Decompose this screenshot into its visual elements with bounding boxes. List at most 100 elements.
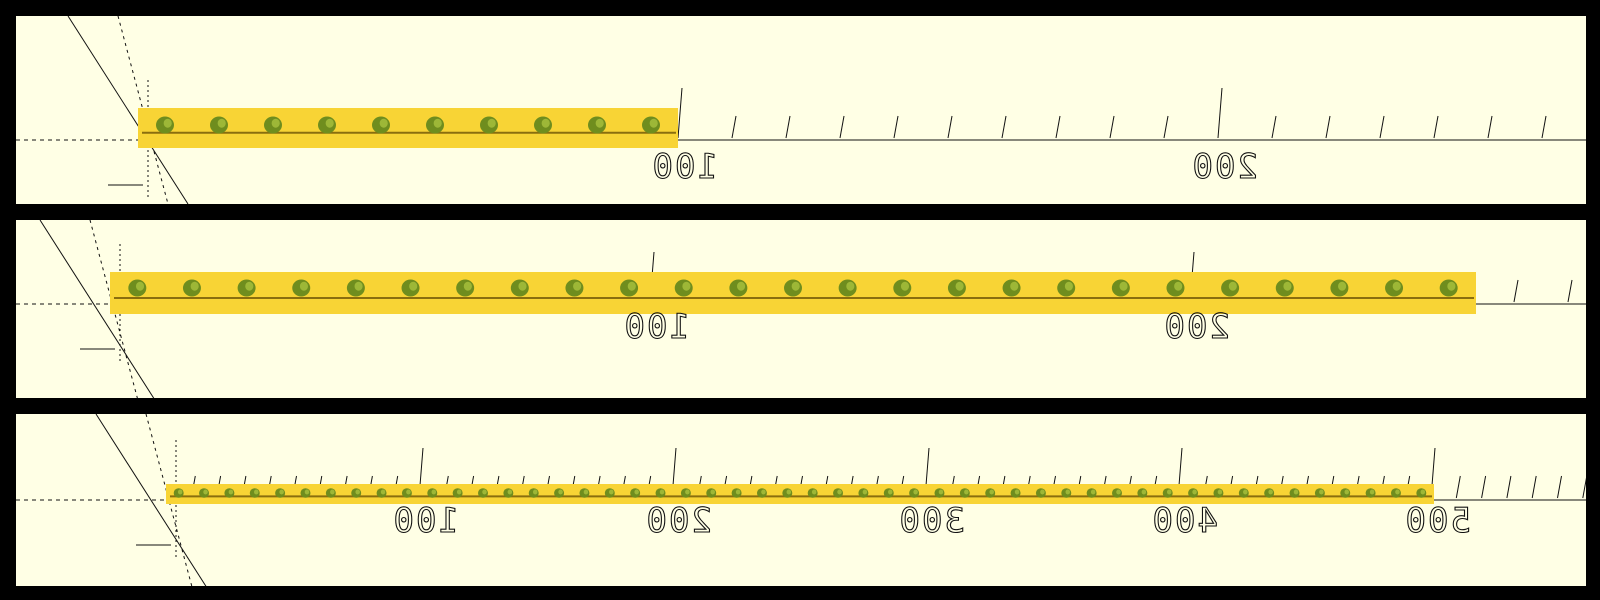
scene-1: 100 200	[16, 16, 1586, 204]
hole-highlight	[955, 281, 964, 291]
hole-highlight	[299, 281, 308, 291]
hole-highlight	[1174, 281, 1183, 291]
hole-highlight	[634, 489, 639, 495]
hole-highlight	[135, 281, 145, 291]
x-axis-label: 100	[392, 501, 459, 541]
hole-highlight	[330, 489, 335, 495]
x-axis-minor-tick	[731, 115, 737, 139]
x-axis-minor-tick	[1481, 475, 1487, 499]
x-axis-minor-tick	[947, 115, 953, 139]
x-axis-minor-tick	[1455, 475, 1461, 499]
x-axis-minor-tick	[1567, 279, 1573, 303]
hole-highlight	[862, 489, 868, 495]
render-viewport-1[interactable]: 100 200	[16, 16, 1586, 204]
y-axis-dashed-line	[117, 16, 169, 204]
render-viewport-3[interactable]: 100 200 300 400 500	[16, 414, 1586, 586]
hole-highlight	[786, 489, 792, 495]
hole-highlight	[737, 281, 746, 291]
hole-highlight	[271, 118, 280, 128]
x-axis-minor-tick	[893, 115, 899, 139]
x-axis-minor-tick	[1379, 115, 1385, 139]
hole-highlight	[433, 118, 442, 128]
hole-highlight	[1166, 489, 1172, 495]
hole-highlight	[1014, 489, 1020, 495]
hole-highlight	[1395, 489, 1400, 495]
scene-3: 100 200 300 400 500	[16, 414, 1586, 586]
hole-highlight	[431, 489, 437, 495]
hole-highlight	[595, 118, 604, 128]
x-axis-label: 500	[1404, 501, 1471, 541]
perforated-beam	[110, 272, 1476, 314]
hole-highlight	[1040, 489, 1045, 495]
hole-highlight	[1369, 489, 1375, 495]
x-axis-label: 200	[645, 501, 712, 541]
hole-highlight	[1217, 489, 1223, 495]
hole-highlight	[190, 281, 199, 291]
x-axis-label: 200	[1191, 147, 1258, 187]
hole-highlight	[463, 281, 472, 291]
hole-highlight	[1065, 489, 1071, 495]
hole-highlight	[682, 281, 691, 291]
hole-highlight	[532, 489, 538, 495]
hole-highlight	[354, 281, 363, 291]
x-axis-label: 200	[1163, 307, 1230, 347]
hole-highlight	[573, 281, 582, 291]
hole-highlight	[518, 281, 527, 291]
hole-highlight	[228, 489, 234, 495]
hole-highlight	[989, 489, 994, 495]
x-axis-minor-tick	[1433, 115, 1439, 139]
hole-highlight	[541, 118, 550, 128]
x-axis-minor-tick	[1055, 115, 1061, 139]
x-axis-label: 100	[651, 147, 718, 187]
x-axis-label: 400	[1151, 501, 1218, 541]
x-axis-minor-tick	[1513, 279, 1519, 303]
x-axis-minor-tick	[1557, 475, 1562, 499]
render-viewport-2[interactable]: 100 200	[16, 220, 1586, 398]
x-axis-minor-tick	[1271, 115, 1277, 139]
hole-highlight	[177, 489, 183, 495]
y-axis-line	[67, 16, 189, 204]
y-axis-dashed-line	[145, 414, 193, 586]
hole-highlight	[685, 489, 690, 495]
hole-highlight	[1090, 489, 1096, 495]
hole-highlight	[761, 489, 766, 495]
hole-highlight	[938, 489, 944, 495]
y-axis-line	[95, 414, 207, 586]
hole-highlight	[1141, 489, 1147, 495]
hole-highlight	[203, 489, 208, 495]
x-axis-minor-tick	[785, 115, 791, 139]
hole-highlight	[380, 489, 386, 495]
hole-highlight	[1447, 281, 1456, 291]
hole-highlight	[888, 489, 893, 495]
hole-highlight	[846, 281, 855, 291]
x-axis-minor-tick	[1163, 115, 1169, 139]
hole-highlight	[1064, 281, 1073, 291]
x-axis-minor-tick	[839, 115, 845, 139]
hole-highlight	[355, 489, 360, 495]
hole-highlight	[791, 281, 800, 291]
hole-highlight	[659, 489, 665, 495]
hole-highlight	[913, 489, 918, 495]
hole-highlight	[507, 489, 513, 495]
x-axis-minor-tick	[1001, 115, 1007, 139]
hole-highlight	[217, 118, 226, 128]
hole-highlight	[609, 489, 614, 495]
hole-highlight	[627, 281, 636, 291]
x-axis-minor-tick	[1325, 115, 1331, 139]
hole-highlight	[1243, 489, 1248, 495]
scene-group: 100 200	[16, 220, 1586, 398]
hole-highlight	[837, 489, 842, 495]
hole-highlight	[409, 281, 418, 291]
hole-highlight	[254, 489, 259, 495]
hole-highlight	[1293, 489, 1299, 495]
perforated-beam	[138, 108, 678, 148]
x-axis-label: 300	[898, 501, 965, 541]
perforated-beam	[166, 484, 1434, 504]
hole-highlight	[1283, 281, 1292, 291]
hole-highlight	[1228, 281, 1237, 291]
hole-highlight	[1344, 489, 1349, 495]
hole-highlight	[1010, 281, 1019, 291]
hole-highlight	[379, 118, 388, 128]
hole-highlight	[245, 281, 254, 291]
hole-highlight	[1338, 281, 1347, 291]
